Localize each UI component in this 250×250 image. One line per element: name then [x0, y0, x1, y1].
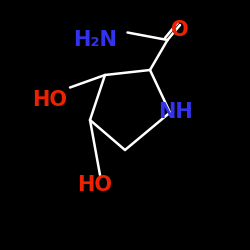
Text: HO: HO	[78, 175, 112, 195]
Text: NH: NH	[158, 102, 192, 122]
Text: HO: HO	[32, 90, 68, 110]
Text: O: O	[171, 20, 189, 40]
Text: H₂N: H₂N	[73, 30, 117, 50]
